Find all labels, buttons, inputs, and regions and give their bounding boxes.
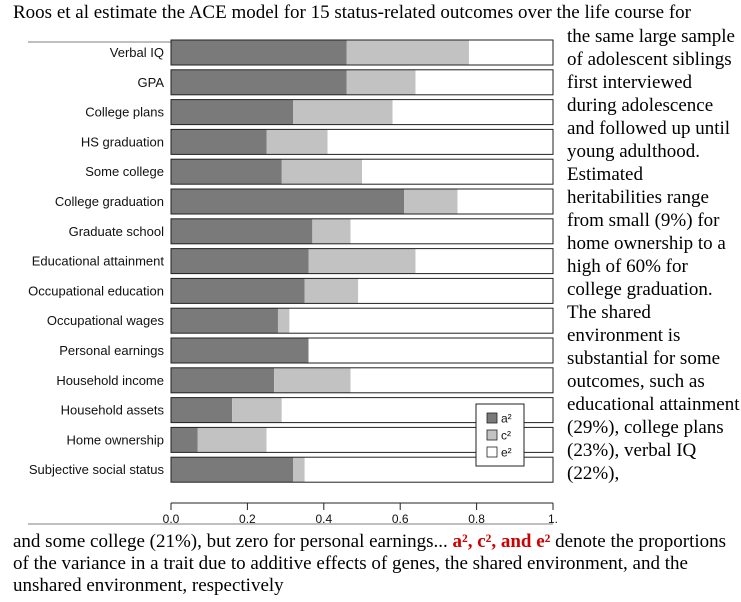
- bar-segment-e2: [392, 99, 553, 125]
- bar-outline: [170, 128, 554, 155]
- bar-outline: [170, 248, 554, 275]
- x-tick-label: 0.2: [239, 512, 256, 526]
- bar-segment-a2: [171, 129, 267, 155]
- caption-bottom-highlight: a², c², and e²: [452, 531, 551, 552]
- bar-segment-a2: [171, 308, 278, 334]
- legend-label: c²: [501, 429, 511, 443]
- bar-outline: [170, 367, 554, 394]
- x-tick-label: 0.4: [315, 512, 332, 526]
- category-label: Graduate school: [69, 224, 165, 239]
- category-label: Home ownership: [66, 432, 164, 447]
- x-tick-label: 0.6: [392, 512, 409, 526]
- x-tick-label: 0.8: [468, 512, 485, 526]
- bar-segment-a2: [171, 367, 275, 393]
- bar-segment-a2: [171, 338, 309, 363]
- bar-segment-a2: [171, 69, 347, 95]
- x-tick-label: 0.0: [163, 512, 180, 526]
- bar-segment-a2: [171, 189, 405, 214]
- bar-segment-e2: [415, 248, 553, 274]
- category-label: Verbal IQ: [110, 45, 164, 60]
- bar-segment-c2: [274, 367, 351, 393]
- bar-outline: [170, 337, 554, 364]
- caption-bottom-text: and some college (21%), but zero for per…: [13, 531, 741, 597]
- bar-segment-c2: [277, 308, 290, 334]
- legend-box: [475, 403, 525, 467]
- legend-label: a²: [501, 412, 512, 426]
- category-label: Household income: [56, 373, 164, 388]
- caption-side-text: the same large sample of adolescent sibl…: [567, 26, 740, 484]
- bar-segment-e2: [350, 367, 553, 393]
- bar-outline: [170, 99, 554, 126]
- bar-segment-a2: [171, 278, 305, 304]
- category-label: College plans: [85, 105, 164, 120]
- bar-segment-e2: [308, 338, 553, 363]
- bar-outline: [170, 456, 554, 483]
- bar-segment-a2: [171, 99, 294, 125]
- bar-segment-e2: [415, 69, 553, 95]
- bar-segment-e2: [468, 40, 553, 65]
- bar-outline: [170, 426, 554, 453]
- bar-segment-c2: [404, 189, 458, 214]
- category-label: GPA: [138, 75, 165, 90]
- caption-bottom-plain: and some college (21%), but zero for per…: [13, 531, 448, 552]
- bar-segment-a2: [171, 397, 233, 423]
- bar-outline: [170, 218, 554, 245]
- bar-outline: [170, 39, 554, 66]
- category-label: Occupational wages: [47, 313, 165, 328]
- legend-swatch: [486, 446, 498, 458]
- bar-segment-a2: [171, 218, 313, 244]
- bar-segment-a2: [171, 427, 198, 453]
- bar-outline: [170, 69, 554, 96]
- bar-segment-e2: [289, 308, 553, 334]
- category-label: Household assets: [61, 403, 165, 418]
- bar-segment-a2: [171, 40, 347, 65]
- bar-segment-a2: [171, 457, 294, 483]
- bar-outline: [170, 188, 554, 215]
- bar-segment-e2: [362, 159, 553, 185]
- caption-title-line: Roos et al estimate the ACE model for 15…: [13, 2, 691, 23]
- bar-segment-c2: [232, 397, 282, 423]
- legend-swatch: [486, 429, 498, 441]
- category-label: College graduation: [55, 194, 164, 209]
- legend-swatch: [486, 412, 498, 424]
- category-label: Occupational education: [28, 283, 164, 298]
- bar-outline: [170, 277, 554, 304]
- category-label: HS graduation: [81, 134, 164, 149]
- bar-segment-c2: [312, 218, 351, 244]
- bar-segment-c2: [346, 69, 416, 95]
- category-label: Personal earnings: [59, 343, 164, 358]
- x-tick-label: 1.: [548, 512, 558, 526]
- legend-label: e²: [501, 446, 512, 460]
- bar-segment-e2: [327, 129, 553, 155]
- bar-segment-a2: [171, 248, 309, 274]
- category-label: Subjective social status: [29, 462, 165, 477]
- bar-segment-e2: [358, 278, 553, 304]
- bar-segment-c2: [281, 159, 362, 185]
- bar-segment-c2: [308, 248, 416, 274]
- bar-segment-e2: [457, 189, 553, 214]
- bar-segment-c2: [266, 129, 328, 155]
- bar-segment-c2: [197, 427, 267, 453]
- bar-segment-c2: [293, 99, 393, 125]
- bar-segment-c2: [346, 40, 469, 65]
- bar-outline: [170, 158, 554, 185]
- caption-bottom-rest: denote the proportions of the variance i…: [13, 531, 727, 596]
- category-label: Educational attainment: [32, 254, 165, 269]
- category-label: Some college: [85, 164, 164, 179]
- bar-outline: [170, 397, 554, 424]
- bar-segment-c2: [293, 457, 305, 483]
- bar-segment-e2: [350, 218, 553, 244]
- bar-segment-a2: [171, 159, 282, 185]
- bar-segment-c2: [304, 278, 359, 304]
- bar-outline: [170, 307, 554, 334]
